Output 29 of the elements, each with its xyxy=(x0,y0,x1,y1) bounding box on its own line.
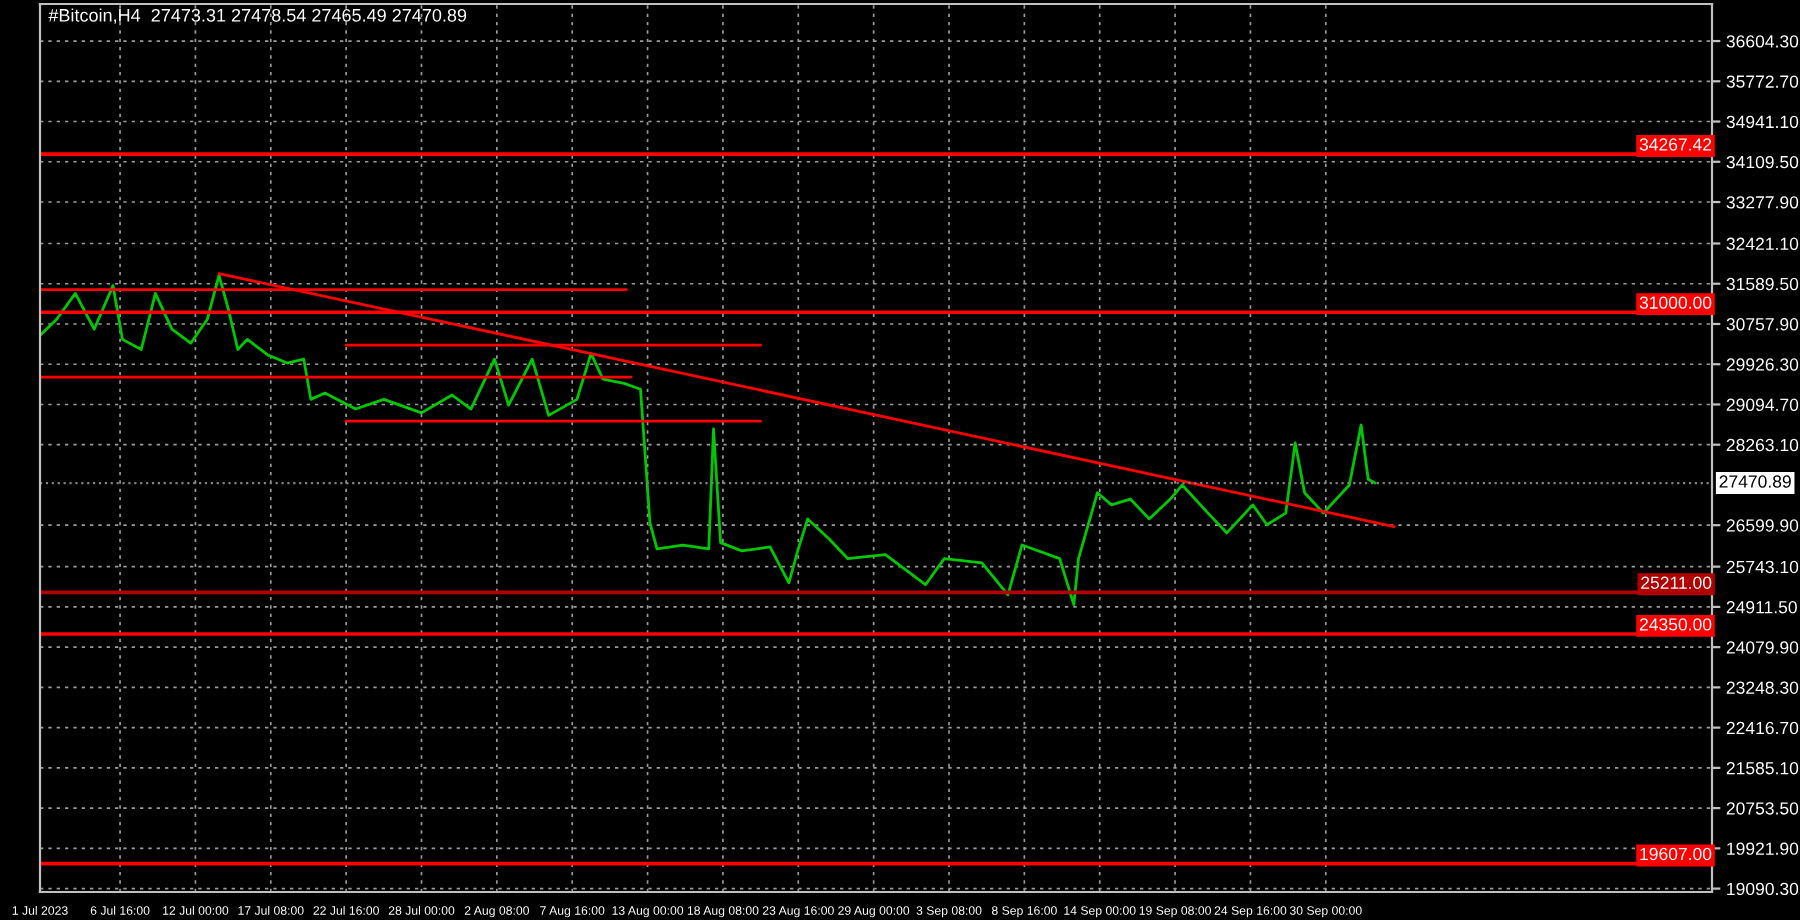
y-tick-label: 19921.90 xyxy=(1727,842,1799,855)
y-tick-label: 35772.70 xyxy=(1726,75,1799,88)
y-tick-label: 22416.70 xyxy=(1726,721,1799,735)
ref-line-label: 27470.89 xyxy=(1719,475,1791,488)
ref-line-label: 19607.00 xyxy=(1640,847,1712,861)
ref-line-label: 25211.00 xyxy=(1641,576,1712,589)
y-tick-label: 30757.90 xyxy=(1726,318,1799,331)
ref-line-label: 24350.00 xyxy=(1639,618,1712,631)
y-tick-label: 32421.10 xyxy=(1726,237,1799,250)
y-tick-label: 26599.90 xyxy=(1726,519,1799,532)
y-tick-label: 20753.50 xyxy=(1726,802,1799,815)
y-tick-label: 23248.30 xyxy=(1726,681,1799,694)
chart-title: #Bitcoin,H4 27473.31 27478.54 27465.49 27470.89 xyxy=(48,8,467,24)
line-series xyxy=(40,274,1377,606)
y-tick-label: 34941.10 xyxy=(1726,115,1799,129)
ref-line-label: 31000.00 xyxy=(1639,296,1712,309)
y-tick-label: 36604.30 xyxy=(1726,35,1799,48)
y-tick-label: 33277.90 xyxy=(1726,196,1799,209)
y-tick-label: 28263.10 xyxy=(1726,438,1799,452)
y-tick-label: 25743.10 xyxy=(1726,560,1799,574)
y-tick-label: 24079.90 xyxy=(1726,641,1799,654)
y-tick-label: 21585.10 xyxy=(1726,761,1799,775)
y-tick-label: 31589.50 xyxy=(1726,277,1799,291)
y-tick-label: 29926.30 xyxy=(1726,358,1799,371)
y-tick-label: 34109.50 xyxy=(1726,155,1799,169)
y-tick-label: 29094.70 xyxy=(1726,398,1799,411)
y-tick-label: 19090.30 xyxy=(1727,882,1799,896)
y-tick-label: 24911.50 xyxy=(1726,601,1797,614)
ref-line-label: 34267.42 xyxy=(1639,138,1712,151)
